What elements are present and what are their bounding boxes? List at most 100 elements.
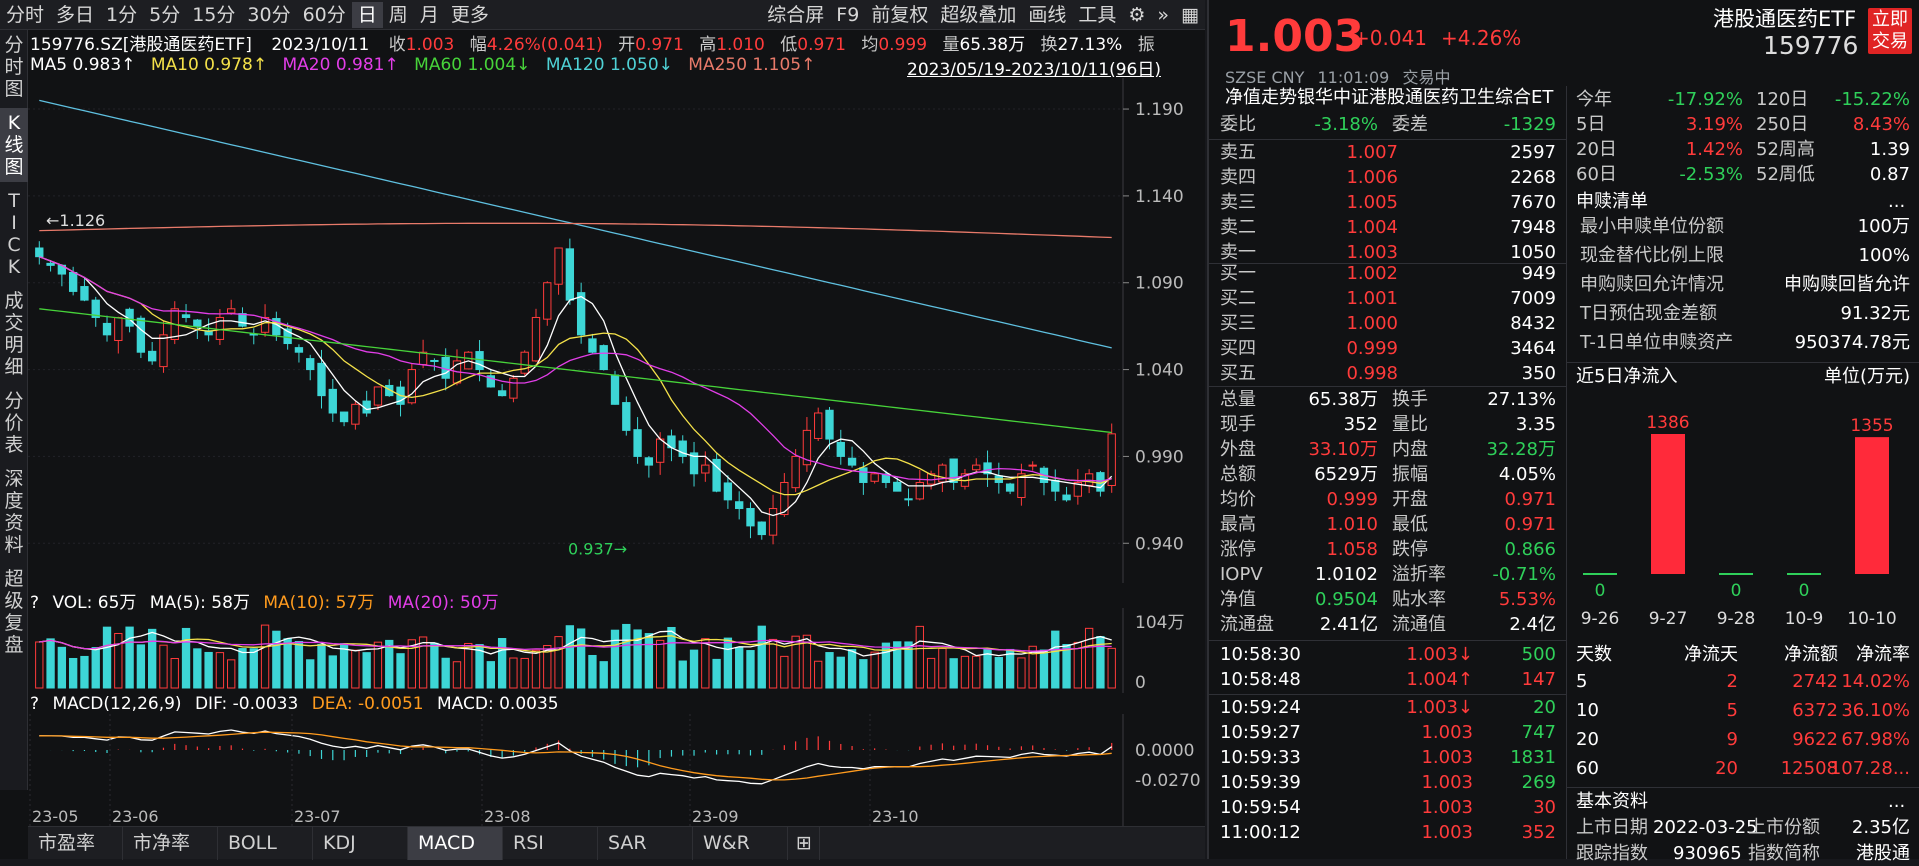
candle	[407, 363, 416, 405]
turnover-value: 27.13%	[1057, 35, 1123, 55]
dea-line	[39, 731, 1112, 781]
period-8[interactable]: 周	[388, 3, 408, 26]
sidebar-tab-6[interactable]: 超级复盘	[4, 568, 24, 656]
tool-0[interactable]: 综合屏	[767, 3, 825, 26]
macd-label: MACD(12,26,9)	[52, 694, 182, 714]
volume-bar	[102, 626, 112, 689]
add-indicator-icon[interactable]: ⊞	[788, 827, 820, 860]
candle	[80, 277, 89, 302]
vol-ma20-line	[39, 639, 1112, 652]
volume-bar	[441, 657, 450, 689]
candle	[723, 475, 733, 509]
ask-label: 卖五	[1220, 142, 1256, 163]
candle	[565, 238, 575, 305]
macd-chart[interactable]: 0.0000 -0.0270 23-05 23-06 23-07 23-08 23-09 23…	[28, 714, 1205, 826]
perf-label: 120日	[1756, 89, 1809, 110]
tool-5[interactable]: 工具	[1078, 3, 1117, 26]
kline-chart[interactable]: 1.190 1.140 1.090 1.040 0.990 0.940 ←1.126 0.93…	[28, 78, 1205, 583]
date-range[interactable]: 2023/05/19-2023/10/11(96日)	[907, 60, 1161, 80]
perf-value: -17.92%	[1667, 89, 1743, 110]
period-6[interactable]: 60分	[302, 3, 346, 26]
tool-2[interactable]: 前复权	[871, 3, 929, 26]
high-marker: ←1.126	[46, 211, 105, 230]
indicator-tab-4[interactable]: MACD	[408, 827, 503, 860]
index-short-name: 港股通	[1856, 843, 1910, 864]
volume-bar	[486, 661, 496, 689]
period-5[interactable]: 30分	[247, 3, 291, 26]
vol-ytick: 0	[1135, 673, 1146, 693]
collapse-icon[interactable]: »	[1157, 3, 1170, 26]
volume-bar	[227, 659, 236, 689]
volume-bar	[543, 645, 552, 689]
tick-price: 1.003↓	[1406, 697, 1473, 718]
settings-icon[interactable]: ⚙	[1128, 3, 1146, 26]
ma20-line	[39, 256, 1112, 482]
ma5-line	[39, 256, 1113, 517]
bid-volume: 7009	[1510, 288, 1556, 309]
indicator-tab-6[interactable]: SAR	[598, 827, 693, 860]
candle	[678, 435, 687, 464]
tool-4[interactable]: 画线	[1028, 3, 1067, 26]
sidebar-tab-5[interactable]: 深度资料	[4, 468, 24, 556]
indicator-tab-7[interactable]: W&R	[693, 827, 788, 860]
period-9[interactable]: 月	[419, 3, 439, 26]
stat-value: 1.010	[1326, 514, 1378, 535]
flow-cell: 5	[1576, 671, 1588, 692]
ask-label: 卖三	[1220, 192, 1256, 213]
volume-bar	[181, 627, 191, 689]
tick-volume: 1831	[1510, 747, 1556, 768]
sidebar-tab-4[interactable]: 分价表	[4, 390, 24, 456]
macd-ytick: 0.0000	[1135, 741, 1194, 761]
volume-bar	[35, 641, 44, 689]
period-4[interactable]: 15分	[192, 3, 236, 26]
indicator-tab-2[interactable]: BOLL	[218, 827, 313, 860]
sidebar-tab-0[interactable]: 分时图	[4, 34, 24, 100]
layout-icon[interactable]: ▦	[1181, 3, 1199, 26]
period-3[interactable]: 5分	[149, 3, 181, 26]
period-10[interactable]: 更多	[450, 3, 489, 26]
volume-bar	[926, 657, 936, 689]
indicator-tab-3[interactable]: KDJ	[313, 827, 408, 860]
stat-value: 1.058	[1326, 539, 1378, 560]
tool-3[interactable]: 超级叠加	[940, 3, 1017, 26]
tick-price: 1.004↑	[1406, 669, 1473, 690]
volume-bar	[768, 638, 778, 689]
indicator-tab-0[interactable]: 市盈率	[28, 827, 123, 860]
stat-value: 0.971	[1504, 489, 1556, 510]
candle	[464, 351, 473, 370]
candle	[351, 401, 360, 430]
sub-value: 申购赎回皆允许	[1784, 274, 1910, 295]
candle	[972, 458, 981, 473]
volume-bar	[622, 623, 631, 689]
period-2[interactable]: 1分	[106, 3, 138, 26]
volume-bar	[689, 649, 699, 689]
volume-bar	[847, 649, 857, 689]
candle	[159, 321, 168, 373]
nav-tab[interactable]: 净值走势银华中证港股通医药卫生综合ET	[1225, 87, 1554, 108]
period-7[interactable]: 日	[351, 1, 383, 28]
period-1[interactable]: 多日	[56, 3, 95, 26]
candle	[949, 458, 958, 490]
candle	[362, 390, 371, 417]
indicator-tab-1[interactable]: 市净率	[123, 827, 218, 860]
tick-price: 1.003	[1421, 747, 1473, 768]
stat-value: 352	[1343, 414, 1378, 435]
period-0[interactable]: 分时	[6, 3, 45, 26]
net-inflow-chart: 0 9-26 1386 9-27 0 9-28 0 10-9 1355 10-10	[1581, 413, 1897, 629]
sidebar-tab-3[interactable]: 成交明细	[4, 290, 24, 378]
indicator-tab-5[interactable]: RSI	[503, 827, 598, 860]
tool-1[interactable]: F9	[836, 3, 860, 26]
volume-bar	[644, 633, 654, 689]
bid-volume: 8432	[1510, 313, 1556, 334]
flow-header: 天数	[1576, 644, 1612, 665]
trade-button[interactable]: 立即交易	[1868, 8, 1912, 54]
candle	[204, 318, 213, 342]
candle	[385, 379, 394, 397]
stat-label: 贴水率	[1392, 589, 1446, 610]
tick-time: 10:59:27	[1220, 722, 1301, 743]
volume-bar	[994, 657, 1003, 689]
volume-chart[interactable]: 104万 0	[28, 608, 1205, 693]
inflow-date: 10-10	[1847, 609, 1896, 629]
